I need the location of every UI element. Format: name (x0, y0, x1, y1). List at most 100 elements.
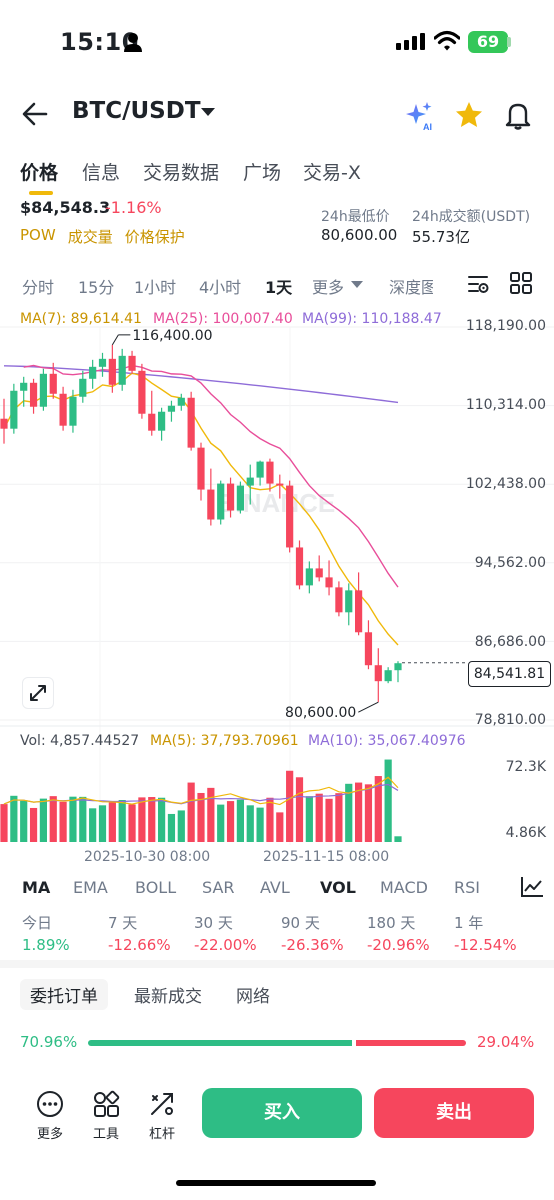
more-label: 更多 (36, 1127, 63, 1142)
candle-body (217, 483, 225, 520)
tools-button[interactable]: 工具 (86, 1090, 126, 1142)
watermark: BINANCE (217, 488, 335, 518)
last-price: $84,548.3 (20, 198, 111, 217)
candle-body (305, 568, 313, 586)
candle-body (315, 568, 323, 578)
tools-label: 工具 (92, 1127, 119, 1142)
tab-network[interactable]: 网络 (236, 987, 270, 1007)
layout-grid-icon[interactable] (510, 272, 532, 294)
volume-bar (266, 797, 274, 842)
candle-body (246, 477, 254, 486)
volume-bar (374, 776, 382, 842)
tag-volume[interactable]: 成交量 (67, 228, 113, 246)
volume-bar (98, 805, 107, 842)
leverage-label: 杠杆 (148, 1127, 175, 1142)
indicator-boll[interactable]: BOLL (135, 878, 177, 897)
tab-trade-x[interactable]: 交易-X (303, 162, 361, 184)
volume-bar (128, 804, 136, 842)
battery-tip (507, 37, 511, 47)
more-button[interactable]: 更多 (30, 1090, 70, 1142)
wifi-icon (434, 30, 460, 51)
interval-1d[interactable]: 1天 (265, 278, 293, 297)
tag-pow[interactable]: POW (20, 226, 56, 244)
section-divider (0, 960, 554, 968)
high-marker-line (111, 334, 119, 346)
y-tick-label: 78,810.00 (474, 712, 546, 728)
candle-body (118, 355, 126, 385)
chart-settings-icon[interactable] (466, 272, 490, 296)
tab-orders[interactable]: 委托订单 (20, 979, 108, 1010)
volume-bar (295, 777, 304, 842)
perf-value: -22.00% (194, 936, 257, 954)
turnover-24h-label: 24h成交额(USDT) (412, 209, 531, 225)
leverage-button[interactable]: 杠杆 (142, 1090, 182, 1142)
candle-body (69, 396, 77, 426)
expand-icon[interactable] (22, 677, 54, 709)
tag-list: POW 成交量 价格保护 (20, 226, 185, 247)
perf-label: 1 年 (454, 914, 484, 932)
high-marker-label: 116,400.00 (132, 328, 212, 344)
tab-info[interactable]: 信息 (82, 162, 121, 184)
favorite-star-icon[interactable] (454, 100, 484, 130)
volume-bar (286, 770, 294, 842)
home-indicator (176, 1180, 376, 1186)
sell-button[interactable]: 卖出 (374, 1088, 534, 1138)
tab-price[interactable]: 价格 (20, 162, 59, 184)
volume-bar (158, 797, 166, 842)
last-price-tag: 84,541.81 (468, 661, 551, 687)
volume-bar (89, 808, 97, 842)
tab-trading-data[interactable]: 交易数据 (143, 162, 220, 184)
pair-dropdown-icon[interactable] (201, 108, 215, 116)
volume-bar (39, 798, 47, 842)
volume-bar (394, 836, 402, 842)
candle-body (266, 461, 274, 484)
buy-ratio: 70.96% (20, 1033, 78, 1051)
pair-title[interactable]: BTC/USDT (72, 98, 201, 124)
x-date-label: 2025-11-15 08:00 (263, 849, 390, 865)
interval-15m[interactable]: 15分 (78, 278, 115, 297)
y-tick-label: 118,190.00 (465, 318, 546, 334)
low-marker-label: 80,600.00 (285, 705, 356, 721)
indicator-sar[interactable]: SAR (202, 878, 235, 897)
perf-label: 7 天 (108, 914, 138, 932)
indicator-vol[interactable]: VOL (320, 878, 356, 897)
perf-value: 1.89% (22, 936, 70, 954)
vol-ma5-line (3, 776, 399, 806)
candle-body (295, 547, 304, 586)
interval-4h[interactable]: 4小时 (199, 278, 242, 297)
bell-icon[interactable] (504, 100, 532, 130)
interval-depth[interactable]: 深度图 (389, 278, 433, 297)
volume-bar (355, 782, 363, 842)
perf-label: 180 天 (367, 914, 416, 932)
interval-1h[interactable]: 1小时 (134, 278, 177, 297)
interval-timeshare[interactable]: 分时 (22, 278, 55, 297)
indicator-ema[interactable]: EMA (73, 878, 108, 897)
tab-latest-trades[interactable]: 最新成交 (134, 987, 202, 1007)
tab-square[interactable]: 广场 (243, 162, 282, 184)
candle-body (236, 485, 244, 511)
indicator-ma[interactable]: MA (22, 878, 51, 897)
price-change: -1.16% (105, 198, 162, 217)
leverage-icon (151, 1093, 173, 1115)
candle-body (364, 632, 373, 666)
indicator-rsi[interactable]: RSI (454, 878, 480, 897)
sell-ratio: 29.04% (477, 1033, 535, 1051)
active-tab-indicator (29, 191, 53, 195)
indicator-macd[interactable]: MACD (380, 878, 428, 897)
candle-body (39, 373, 47, 407)
indicator-avl[interactable]: AVL (260, 878, 290, 897)
volume-bar (236, 799, 244, 842)
ma7-legend: MA(7): 89,614.41 (20, 311, 142, 327)
buy-button[interactable]: 买入 (202, 1088, 362, 1138)
indicator-settings-icon[interactable] (520, 876, 544, 898)
candlestick-chart[interactable]: BINANCE 116,400.00 80,600.00 (0, 300, 554, 860)
candle-body (207, 489, 215, 520)
vol-axis-label: 4.86K (505, 825, 546, 841)
volume-bar (187, 782, 195, 842)
candle-body (325, 577, 333, 588)
ai-sparkle-icon[interactable]: AI (404, 100, 436, 132)
interval-more[interactable]: 更多 (312, 278, 345, 297)
back-arrow-icon[interactable] (20, 100, 50, 128)
tag-price-protection[interactable]: 价格保护 (124, 228, 185, 246)
volume-bar (0, 804, 8, 842)
